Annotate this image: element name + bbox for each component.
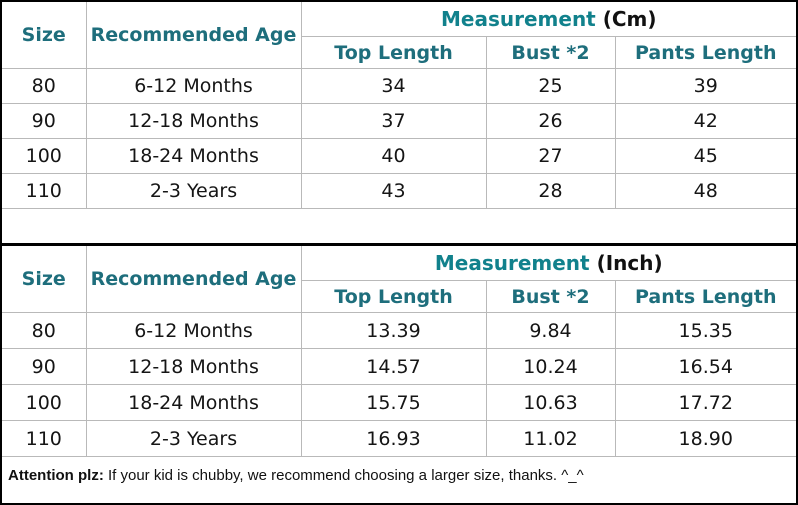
- cell-age: 6-12 Months: [85, 312, 302, 349]
- attention-note-text: If your kid is chubby, we recommend choo…: [103, 466, 584, 484]
- cell-bust: 10.63: [485, 384, 616, 421]
- inch-col-header-bust: Bust *2: [485, 280, 616, 313]
- cell-age: 2-3 Years: [85, 173, 302, 209]
- cell-age: 2-3 Years: [85, 420, 302, 457]
- cell-pants-length: 17.72: [614, 384, 796, 421]
- cm-measurement-header: Measurement (Cm): [300, 2, 796, 37]
- table-gap: [2, 209, 796, 243]
- cell-top-length: 34: [300, 68, 487, 104]
- cell-size: 100: [2, 384, 87, 421]
- cell-size: 80: [2, 68, 87, 104]
- cell-top-length: 15.75: [300, 384, 487, 421]
- cell-pants-length: 48: [614, 173, 796, 209]
- cell-size: 110: [2, 420, 87, 457]
- cell-age: 12-18 Months: [85, 103, 302, 139]
- cm-measurement-label: Measurement: [441, 7, 596, 31]
- cell-bust: 27: [485, 138, 616, 174]
- cm-col-header-size: Size: [2, 2, 87, 69]
- cell-age: 18-24 Months: [85, 384, 302, 421]
- cell-size: 100: [2, 138, 87, 174]
- cell-pants-length: 16.54: [614, 348, 796, 385]
- inch-table-row: 100 18-24 Months 15.75 10.63 17.72: [2, 384, 796, 421]
- cell-age: 18-24 Months: [85, 138, 302, 174]
- cm-col-header-top-length: Top Length: [301, 36, 487, 69]
- cm-col-header-bust: Bust *2: [485, 36, 616, 69]
- cm-col-header-pants-length: Pants Length: [614, 36, 796, 69]
- cm-table-row: 80 6-12 Months 34 25 39: [2, 68, 796, 104]
- cell-pants-length: 39: [614, 68, 796, 104]
- cell-size: 80: [2, 312, 87, 349]
- cm-table-row: 90 12-18 Months 37 26 42: [2, 103, 796, 139]
- cm-table-row: 100 18-24 Months 40 27 45: [2, 138, 796, 174]
- cell-top-length: 43: [300, 173, 487, 209]
- cell-top-length: 14.57: [300, 348, 487, 385]
- cell-size: 90: [2, 348, 87, 385]
- cell-size: 110: [2, 173, 87, 209]
- cell-bust: 9.84: [485, 312, 616, 349]
- inch-measurement-unit: (Inch): [596, 251, 663, 275]
- cell-age: 6-12 Months: [85, 68, 302, 104]
- cell-top-length: 16.93: [300, 420, 487, 457]
- cm-table-row: 110 2-3 Years 43 28 48: [2, 173, 796, 209]
- cell-top-length: 40: [300, 138, 487, 174]
- cell-bust: 25: [485, 68, 616, 104]
- cell-pants-length: 45: [614, 138, 796, 174]
- cell-bust: 10.24: [485, 348, 616, 385]
- inch-table-row: 110 2-3 Years 16.93 11.02 18.90: [2, 420, 796, 457]
- attention-note-label: Attention plz:: [8, 466, 104, 484]
- inch-col-header-recommended-age: Recommended Age: [85, 244, 302, 313]
- attention-note: Attention plz: If your kid is chubby, we…: [2, 456, 796, 493]
- inch-measurement-label: Measurement: [434, 251, 590, 275]
- cell-bust: 28: [485, 173, 616, 209]
- cell-pants-length: 18.90: [614, 420, 796, 457]
- cell-bust: 26: [485, 103, 616, 139]
- cell-age: 12-18 Months: [85, 348, 302, 385]
- inch-size-table: Size Recommended Age Measurement (Inch) …: [2, 243, 796, 493]
- attention-note-row: Attention plz: If your kid is chubby, we…: [2, 456, 796, 493]
- cell-size: 90: [2, 103, 87, 139]
- inch-table-row: 80 6-12 Months 13.39 9.84 15.35: [2, 312, 796, 349]
- cell-top-length: 37: [300, 103, 487, 139]
- cm-measurement-unit: (Cm): [602, 7, 657, 31]
- inch-col-header-pants-length: Pants Length: [614, 280, 796, 313]
- cm-size-table: Size Recommended Age Measurement (Cm) To…: [2, 2, 796, 209]
- cell-pants-length: 42: [614, 103, 796, 139]
- cell-pants-length: 15.35: [614, 312, 796, 349]
- cm-col-header-recommended-age: Recommended Age: [85, 2, 302, 69]
- inch-measurement-header: Measurement (Inch): [300, 244, 796, 281]
- inch-col-header-top-length: Top Length: [301, 280, 487, 313]
- cell-bust: 11.02: [485, 420, 616, 457]
- inch-table-row: 90 12-18 Months 14.57 10.24 16.54: [2, 348, 796, 385]
- cell-top-length: 13.39: [300, 312, 487, 349]
- inch-col-header-size: Size: [2, 244, 87, 313]
